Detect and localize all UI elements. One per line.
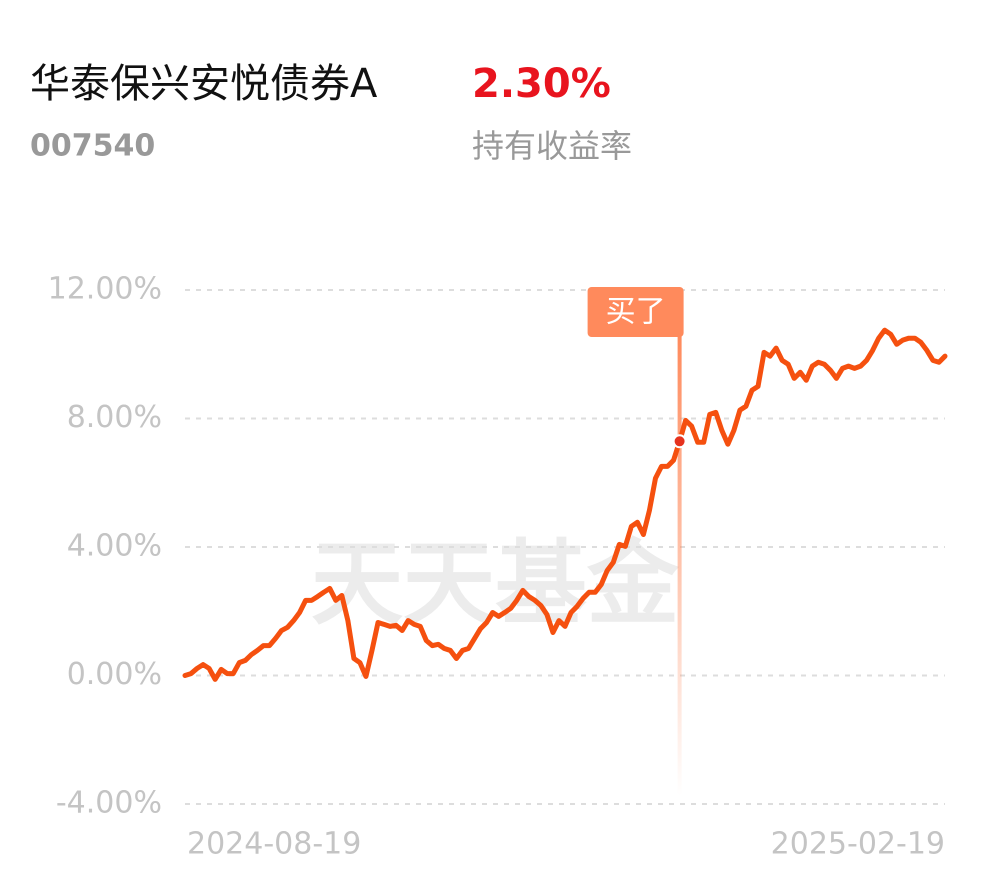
fund-name: 华泰保兴安悦债券A (30, 61, 378, 107)
line (182, 327, 948, 682)
x-tick-label: 2024-08-19 (187, 827, 361, 862)
y-tick-label: 8.00% (67, 400, 162, 435)
buy-point (672, 434, 687, 449)
fund-code: 007540 (30, 129, 155, 164)
buy-label-box (587, 287, 684, 337)
return-value: 2.30% (472, 61, 611, 107)
y-tick-label: 12.00% (48, 272, 162, 307)
buy-label: 买了 (606, 295, 666, 330)
y-tick-label: 0.00% (67, 657, 162, 692)
return-label: 持有收益率 (472, 127, 632, 165)
y-tick-label: -4.00% (56, 786, 162, 821)
y-tick-label: 4.00% (67, 529, 162, 564)
x-tick-label: 2025-02-19 (771, 827, 945, 862)
buy-line (677, 336, 682, 796)
